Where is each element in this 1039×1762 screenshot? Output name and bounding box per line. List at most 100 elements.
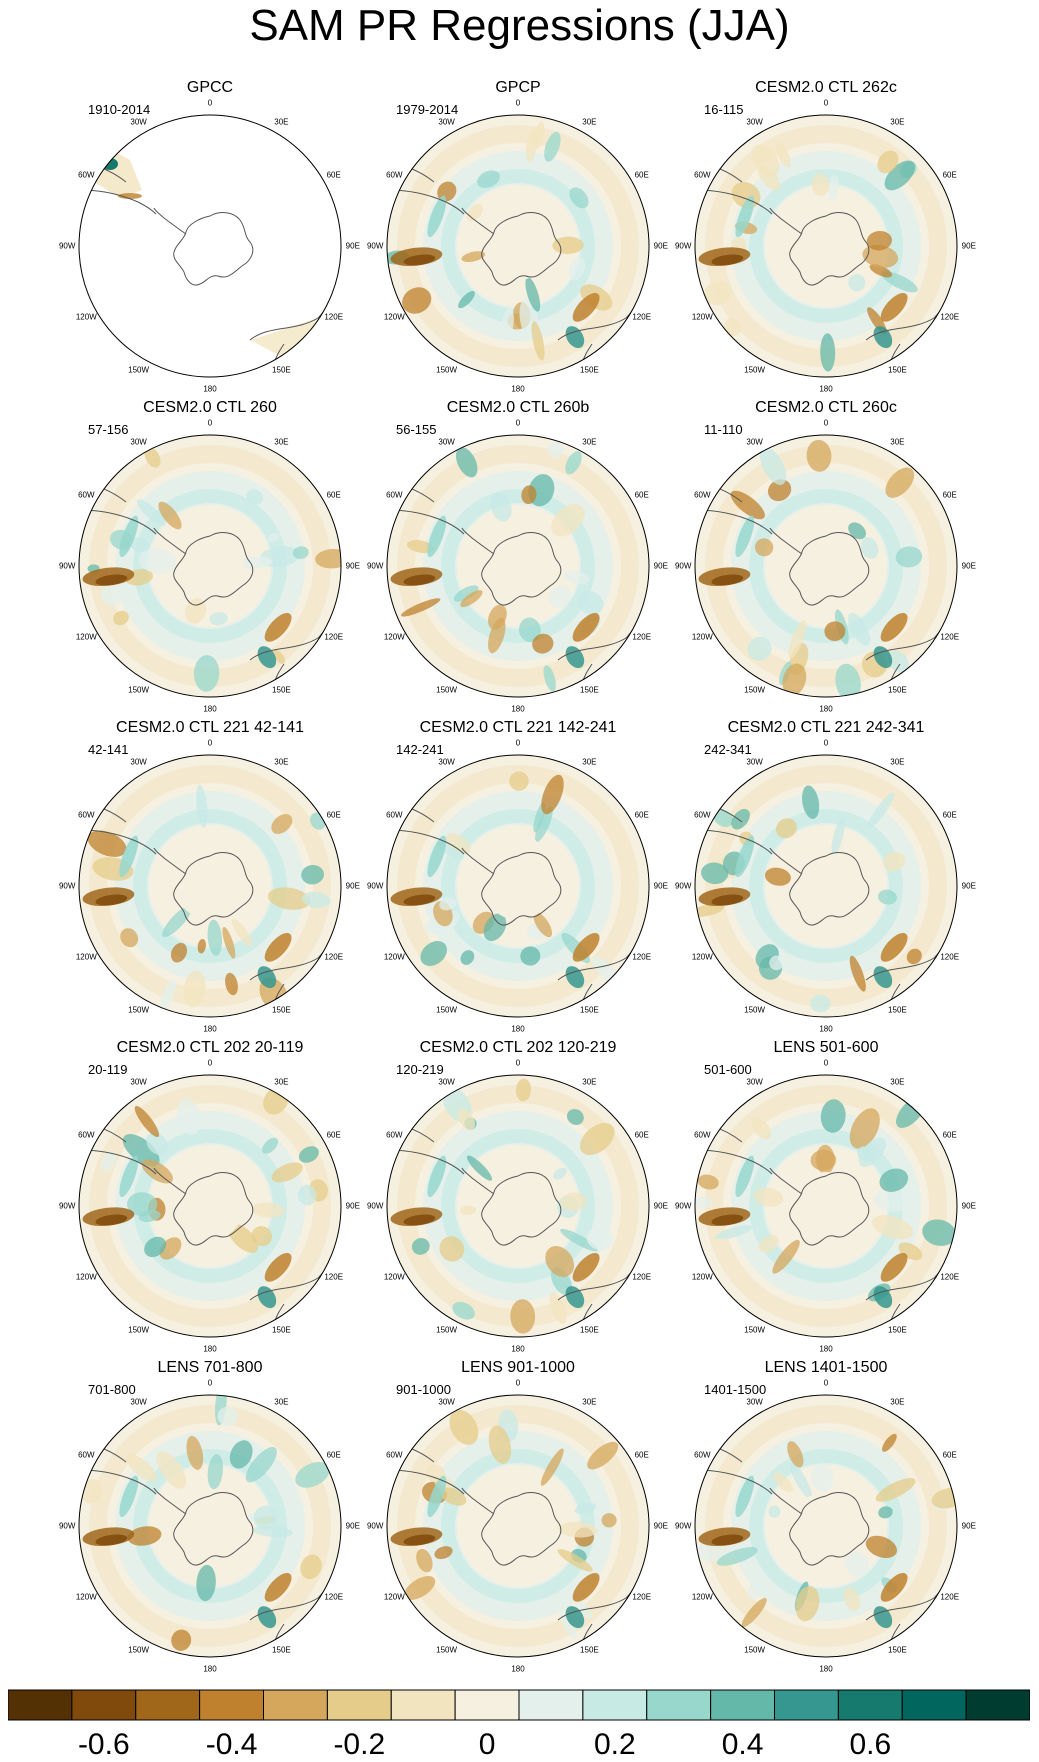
longitude-label: 90E [653, 1201, 668, 1211]
panel-title: LENS 701-800 [157, 1359, 263, 1376]
longitude-label: 90W [674, 881, 692, 891]
longitude-label: 90W [674, 561, 692, 571]
longitude-label: 0 [823, 1378, 829, 1388]
colorbar-swatch [518, 1689, 584, 1721]
panel-period: 42-141 [88, 742, 129, 757]
map-panel: LENS 501-600 501-600 0 30E 60E 90E 120E 150E 180… [674, 1038, 976, 1353]
map-panel: CESM2.0 CTL 202 20-119 20-119 0 30E 60E 90E 12… [59, 1038, 360, 1353]
longitude-label: 150W [744, 685, 766, 695]
longitude-label: 0 [207, 98, 213, 108]
longitude-label: 30W [438, 757, 455, 767]
colorbar-swatch [8, 1689, 73, 1721]
longitude-label: 60E [634, 1450, 649, 1460]
panel-period: 1910-2014 [88, 102, 151, 117]
longitude-label: 180 [203, 384, 217, 394]
longitude-label: 30W [130, 437, 147, 447]
longitude-label: 150E [888, 685, 907, 695]
longitude-label: 60W [78, 490, 95, 500]
longitude-label: 90W [58, 241, 76, 251]
longitude-label: 30W [746, 1397, 763, 1407]
panel-period: 1979-2014 [396, 102, 459, 117]
map-panel: CESM2.0 CTL 260b 56-155 0 30E 60E 90E 120E 150E… [366, 398, 668, 713]
panel-period: 57-156 [88, 422, 129, 437]
longitude-label: 90W [366, 561, 384, 571]
colorbar-tick-label: 0.6 [849, 1728, 892, 1761]
longitude-label: 150W [436, 685, 458, 695]
longitude-label: 180 [511, 1344, 525, 1354]
panel-period: 242-341 [704, 742, 752, 757]
longitude-label: 120E [632, 312, 652, 322]
colorbar-swatch [454, 1689, 520, 1721]
longitude-label: 120W [383, 1592, 405, 1602]
longitude-label: 90E [961, 1521, 976, 1531]
polar-stereographic-map [694, 754, 958, 1018]
polar-stereographic-map [78, 1394, 342, 1658]
longitude-label: 120E [940, 312, 960, 322]
longitude-label: 90W [674, 241, 692, 251]
colorbar-swatch [263, 1689, 328, 1721]
longitude-label: 30E [582, 1077, 597, 1087]
longitude-label: 150E [580, 1005, 599, 1015]
panel-title: CESM2.0 CTL 202 120-219 [419, 1039, 617, 1056]
longitude-label: 150E [580, 685, 599, 695]
longitude-label: 60W [386, 170, 403, 180]
map-panel: CESM2.0 CTL 260 57-156 0 30E 60E 90E 120E 150E 1… [59, 398, 360, 713]
colorbar-swatch [135, 1689, 201, 1721]
longitude-label: 120E [940, 952, 960, 962]
panel-title: CESM2.0 CTL 221 42-141 [116, 719, 304, 736]
longitude-label: 0 [515, 738, 521, 748]
longitude-label: 60W [386, 490, 403, 500]
longitude-label: 30W [438, 437, 455, 447]
colorbar-tick-label: -0.6 [77, 1728, 130, 1761]
longitude-label: 90W [674, 1521, 692, 1531]
longitude-label: 60W [78, 1130, 95, 1140]
longitude-label: 180 [203, 704, 217, 714]
panel-period: 20-119 [88, 1062, 128, 1077]
longitude-label: 90W [366, 1521, 384, 1531]
longitude-label: 120W [75, 1592, 97, 1602]
longitude-label: 60W [694, 170, 711, 180]
map-panel: GPCP 1979-2014 0 30E 60E 90E 120E 150E 180 150W 12… [367, 78, 668, 393]
longitude-label: 120W [75, 952, 97, 962]
longitude-label: 30E [582, 437, 597, 447]
longitude-label: 120W [691, 312, 713, 322]
panel-period: 11-110 [704, 422, 743, 437]
longitude-label: 30E [890, 757, 905, 767]
longitude-label: 60E [634, 1130, 649, 1140]
longitude-label: 60W [694, 1450, 711, 1460]
longitude-label: 30W [130, 1077, 147, 1087]
longitude-label: 120E [324, 952, 344, 962]
longitude-label: 120E [632, 1592, 652, 1602]
colorbar-swatch [837, 1689, 903, 1721]
longitude-label: 90W [58, 1521, 76, 1531]
longitude-label: 120E [324, 632, 344, 642]
map-panel: CESM2.0 CTL 221 242-341 242-341 0 30E 60E 90E… [674, 718, 976, 1033]
colorbar-swatch [901, 1689, 967, 1721]
polar-stereographic-map [78, 114, 342, 378]
colorbar-swatch [646, 1689, 712, 1721]
longitude-label: 90E [345, 881, 360, 891]
longitude-label: 60E [942, 1450, 957, 1460]
panel-title: GPCC [186, 79, 234, 96]
panel-title: CESM2.0 CTL 260c [755, 399, 897, 416]
longitude-label: 120W [383, 952, 405, 962]
longitude-label: 60W [78, 1450, 95, 1460]
longitude-label: 180 [203, 1024, 217, 1034]
longitude-label: 60E [634, 170, 649, 180]
longitude-label: 60E [942, 170, 957, 180]
longitude-label: 150E [272, 1005, 291, 1015]
longitude-label: 0 [515, 98, 521, 108]
longitude-label: 150W [128, 685, 150, 695]
longitude-label: 150E [888, 1645, 907, 1655]
longitude-label: 120W [691, 632, 713, 642]
longitude-label: 90W [674, 1201, 692, 1211]
longitude-label: 0 [823, 98, 829, 108]
longitude-label: 150W [128, 1645, 150, 1655]
longitude-label: 120W [75, 312, 97, 322]
longitude-label: 90E [345, 561, 360, 571]
longitude-label: 60E [326, 1450, 341, 1460]
map-panel: LENS 901-1000 901-1000 0 30E 60E 90E 120E 150E 1… [366, 1358, 668, 1673]
longitude-label: 180 [819, 1024, 833, 1034]
map-panel: CESM2.0 CTL 260c 11-110 0 30E 60E 90E 120E 150E… [674, 398, 976, 713]
longitude-label: 30W [746, 437, 763, 447]
